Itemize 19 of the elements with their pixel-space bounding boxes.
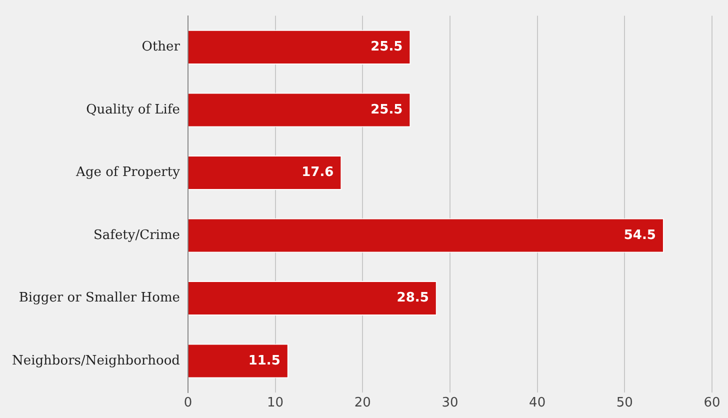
x-tick-label: 10 [267,396,284,411]
x-tick-label: 0 [184,396,192,411]
y-tick-label: Quality of Life [86,102,180,118]
data-label: 25.5 [370,102,403,118]
data-label: 17.6 [302,165,334,180]
data-label: 54.5 [624,228,656,243]
data-label: 28.5 [396,290,429,306]
y-tick-label: Neighbors/Neighborhood [12,353,180,368]
y-tick-label: Other [142,40,181,55]
x-tick-label: 20 [354,396,371,411]
data-label: 11.5 [248,353,280,368]
y-tick-label: Safety/Crime [94,228,180,243]
y-tick-label: Age of Property [75,165,181,180]
data-label: 25.5 [370,40,403,55]
x-tick-label: 50 [616,396,633,411]
x-tick-label: 40 [529,396,546,411]
x-tick-label: 60 [704,396,720,411]
x-tick-label: 30 [442,396,458,411]
y-tick-label: Bigger or Smaller Home [18,290,180,306]
